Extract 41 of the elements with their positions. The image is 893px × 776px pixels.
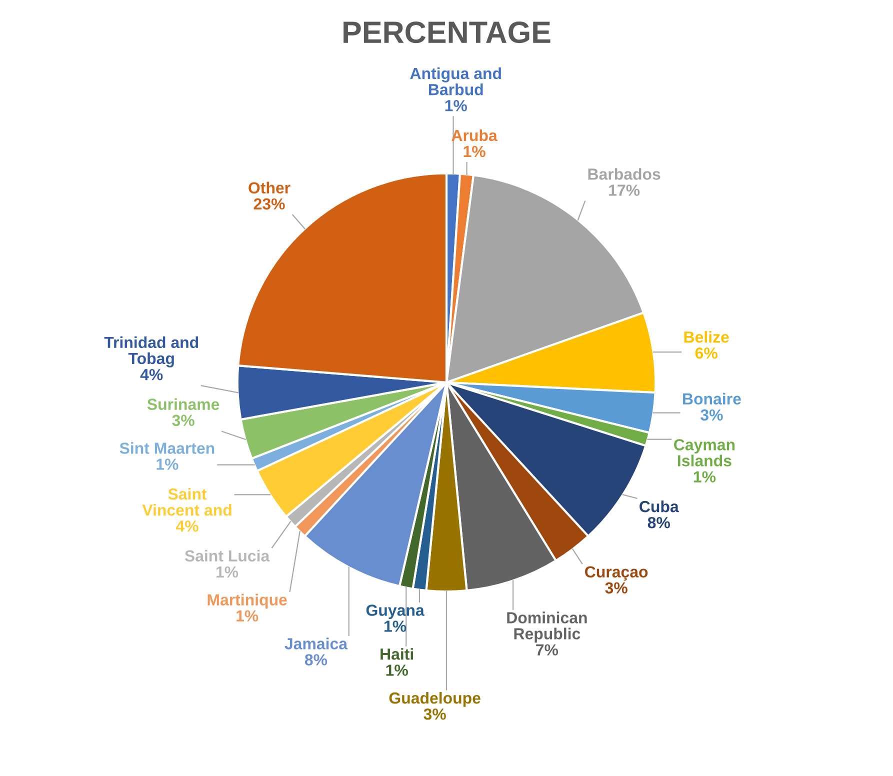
slice-label: Saint Vincent and [142, 488, 232, 516]
data-label: 4% [140, 368, 163, 380]
slice-label: Antigua and Barbud [410, 67, 501, 96]
data-label: 8% [648, 516, 670, 528]
data-label: 17% [609, 184, 640, 196]
slice-label: Guadeloupe [389, 692, 480, 707]
data-label: 4% [176, 520, 198, 532]
slice-label: Martinique [208, 594, 287, 609]
slice-label: Cuba [640, 500, 679, 512]
slice-label: Dominican Republic [507, 612, 587, 643]
data-label: 3% [172, 414, 194, 426]
slice-label: Sint Maarten [120, 442, 214, 454]
data-label: 1% [236, 610, 258, 622]
slice-label: Aruba [452, 129, 498, 142]
slice-label: Curaçao [585, 566, 648, 581]
slice-label: Trinidad and Tobag [104, 336, 198, 368]
slice-label: Guyana [366, 604, 424, 620]
data-label: 1% [384, 620, 406, 632]
slice-label: Jamaica [284, 638, 348, 650]
slice-label: Belize [684, 330, 729, 343]
data-label: 1% [216, 566, 238, 578]
slice-label: Other [248, 182, 290, 194]
slice-label: Suriname [147, 398, 220, 410]
data-label: 23% [254, 198, 285, 210]
data-label: 1% [386, 664, 408, 676]
data-label: 7% [536, 644, 558, 656]
data-label: 1% [156, 458, 178, 470]
slice-label: Haiti [380, 648, 414, 660]
data-label: 1% [464, 146, 486, 158]
data-label: 3% [605, 582, 628, 594]
chart-title: PERCENTAGE [344, 21, 550, 44]
data-label: 3% [424, 708, 446, 720]
slice-label: Cayman Islands [674, 439, 735, 466]
data-label: 6% [695, 347, 718, 359]
slice-label: Saint Lucia [184, 550, 270, 562]
data-label: 8% [304, 654, 328, 666]
data-label: 1% [694, 471, 716, 482]
data-label: 1% [445, 100, 468, 112]
slice-label: Bonaire [683, 392, 741, 405]
data-label: 3% [700, 409, 723, 421]
slice-label: Barbados [588, 168, 660, 180]
